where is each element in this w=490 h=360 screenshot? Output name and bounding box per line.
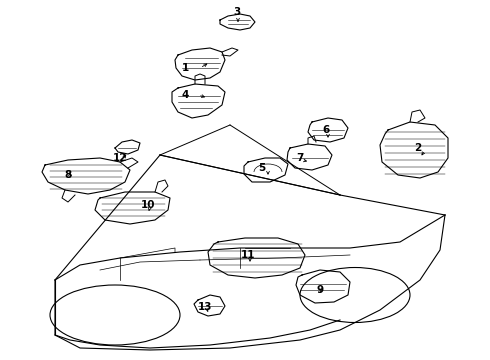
Text: 1: 1 [181, 63, 189, 73]
Text: 8: 8 [64, 170, 72, 180]
Text: 2: 2 [415, 143, 421, 153]
Text: 6: 6 [322, 125, 330, 135]
Text: 4: 4 [181, 90, 189, 100]
Text: 13: 13 [198, 302, 212, 312]
Text: 5: 5 [258, 163, 266, 173]
Text: 11: 11 [241, 250, 255, 260]
Text: 3: 3 [233, 7, 241, 17]
Text: 7: 7 [296, 153, 304, 163]
Text: 10: 10 [141, 200, 155, 210]
Text: 9: 9 [317, 285, 323, 295]
Text: 12: 12 [113, 153, 127, 163]
